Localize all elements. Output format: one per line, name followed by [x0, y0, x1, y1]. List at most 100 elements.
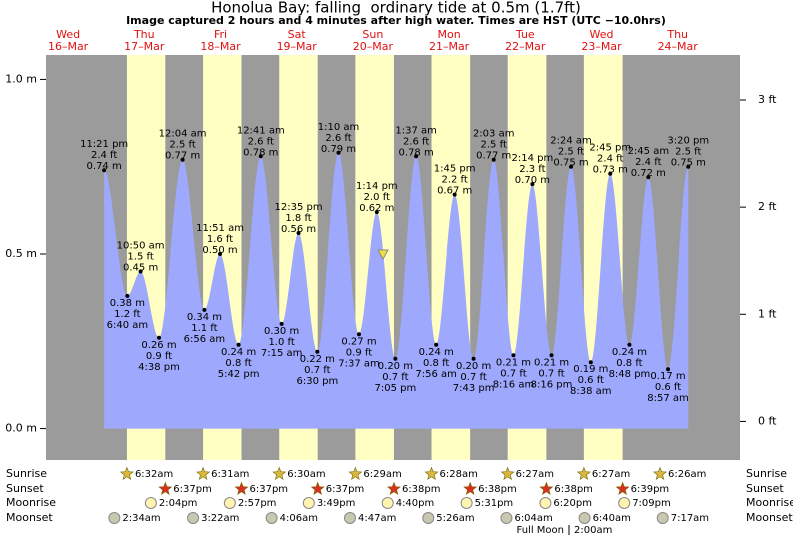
weekday-label: Sat — [288, 28, 307, 41]
sunset-icon — [387, 481, 401, 495]
sunset-icon — [615, 481, 630, 495]
extreme-point — [414, 154, 419, 159]
row-label: Sunset — [746, 482, 784, 495]
extreme-point — [356, 332, 361, 337]
current-level-marker — [377, 249, 389, 261]
extreme-point — [511, 353, 516, 358]
date-label: 21–Mar — [429, 40, 470, 53]
date-label: 22–Mar — [505, 40, 546, 53]
extreme-label: 0.20 m — [378, 361, 413, 372]
extreme-label: 7:15 am — [261, 348, 303, 359]
moonrise-icon — [144, 497, 157, 509]
row-time: 6:37pm — [250, 484, 289, 495]
extreme-label: 0.74 m — [87, 161, 122, 172]
row-time: 6:29am — [363, 469, 401, 480]
extreme-label: 0.75 m — [553, 158, 588, 169]
extreme-label: 0.19 m — [573, 364, 608, 375]
y2-tick-label: 3 ft — [758, 93, 777, 106]
extreme-label: 0.27 m — [341, 336, 376, 347]
row-label: Sunrise — [746, 467, 787, 480]
extreme-label: 0.67 m — [437, 186, 472, 197]
extreme-label: 0.20 m — [456, 361, 491, 372]
extreme-label: 0.78 m — [399, 147, 434, 158]
extreme-label: 5:42 pm — [218, 369, 260, 380]
extreme-label: 0.50 m — [202, 245, 237, 256]
row-time: 6:37pm — [326, 484, 365, 495]
extreme-label: 0.77 m — [165, 151, 200, 162]
sunset-icon — [463, 481, 478, 495]
y2-tick-label: 2 ft — [758, 200, 777, 213]
extreme-label: 2:45 pm — [589, 143, 631, 154]
extreme-label: 4:38 pm — [138, 362, 180, 373]
extreme-label: 0.21 m — [496, 357, 531, 368]
extreme-label: 2.6 ft — [248, 136, 274, 147]
sunrise-icon — [424, 466, 439, 480]
moonset-icon — [108, 512, 121, 524]
row-label: Moonset — [746, 511, 793, 524]
extreme-label: 1:10 am — [318, 122, 360, 133]
extreme-label: 7:56 am — [415, 369, 457, 380]
extreme-label: 0.38 m — [110, 298, 145, 309]
extreme-label: 6:56 am — [184, 334, 226, 345]
row-time: 6:27am — [592, 469, 630, 480]
extreme-label: 12:35 pm — [275, 202, 323, 213]
row-label: Moonrise — [746, 496, 793, 509]
date-label: 20–Mar — [353, 40, 394, 53]
moonrise-icon — [618, 497, 631, 509]
row-time: 6:38pm — [478, 484, 517, 495]
extreme-label: 0.24 m — [612, 347, 647, 358]
row-time: 2:57pm — [238, 498, 277, 509]
weekday-label: Thu — [133, 28, 155, 41]
extreme-label: 0.70 m — [515, 175, 550, 186]
extreme-label: 8:57 am — [647, 393, 689, 404]
extreme-point — [627, 342, 632, 347]
extreme-label: 0.22 m — [300, 354, 335, 365]
extreme-point — [218, 252, 223, 257]
moonrise-icon — [302, 497, 315, 509]
extreme-label: 1.8 ft — [285, 213, 311, 224]
chart-subtitle: Image captured 2 hours and 4 minutes aft… — [126, 14, 666, 27]
row-time: 4:06am — [280, 513, 318, 524]
extreme-label: 1.5 ft — [127, 251, 153, 262]
extreme-label: 0.7 ft — [460, 372, 486, 383]
weekday-label: Tue — [515, 28, 535, 41]
extreme-point — [102, 168, 107, 173]
full-moon-time: 2:00am — [574, 525, 612, 536]
weekday-label: Thu — [666, 28, 688, 41]
extreme-label: 1:37 am — [395, 125, 437, 136]
row-time: 4:40pm — [396, 498, 435, 509]
extreme-point — [549, 353, 554, 358]
extreme-point — [608, 171, 613, 176]
extreme-point — [491, 157, 496, 162]
extreme-label: 0.77 m — [476, 151, 511, 162]
row-time: 6:26am — [668, 469, 706, 480]
moonset-icon — [578, 512, 591, 524]
extreme-label: 2.2 ft — [441, 175, 467, 186]
extreme-label: 2:24 am — [550, 136, 592, 147]
extreme-label: 0.56 m — [281, 224, 316, 235]
extreme-label: 7:37 am — [338, 358, 380, 369]
extreme-point — [471, 356, 476, 361]
y-tick-label: 1.0 m — [5, 72, 37, 85]
extreme-label: 1.0 ft — [268, 337, 294, 348]
extreme-point — [530, 182, 535, 187]
extreme-label: 6:40 am — [107, 320, 149, 331]
date-label: 16–Mar — [48, 40, 89, 53]
extreme-label: 2.4 ft — [635, 157, 661, 168]
date-label: 24–Mar — [658, 40, 699, 53]
row-label: Sunset — [6, 482, 44, 495]
extreme-label: 2.6 ft — [325, 133, 351, 144]
extreme-label: 0.45 m — [123, 262, 158, 273]
row-time: 6:38pm — [402, 484, 441, 495]
extreme-label: 11:51 am — [196, 223, 244, 234]
extreme-label: 0.72 m — [631, 168, 666, 179]
extreme-point — [125, 293, 130, 298]
extreme-label: 1.2 ft — [114, 309, 140, 320]
extreme-label: 2:03 am — [473, 129, 515, 140]
extreme-label: 0.7 ft — [500, 368, 526, 379]
date-label: 18–Mar — [200, 40, 241, 53]
extreme-point — [393, 356, 398, 361]
sunrise-icon — [120, 466, 134, 480]
extreme-label: 2.3 ft — [519, 164, 545, 175]
extreme-point — [258, 154, 263, 159]
